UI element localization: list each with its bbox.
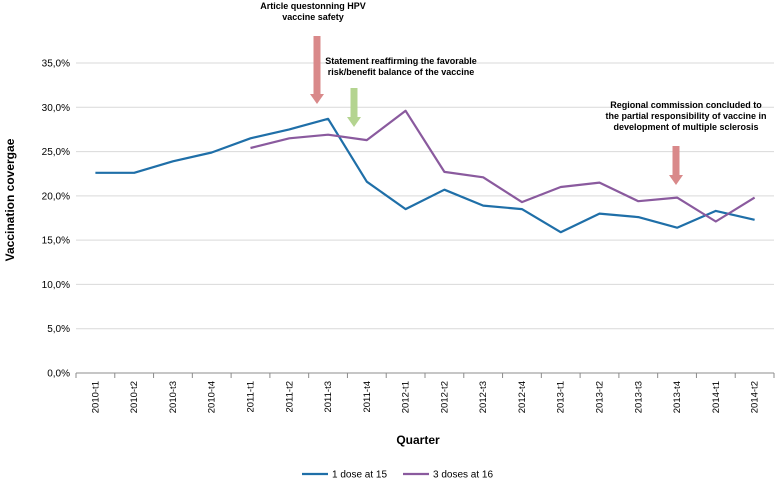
series-line-1 (95, 117, 755, 234)
x-tick-label: 2012-t1 (401, 381, 412, 413)
legend: 1 dose at 15 3 doses at 16 (302, 470, 493, 481)
x-tick-label: 2010-t2 (129, 381, 140, 413)
y-tick-label: 20,0% (42, 191, 70, 202)
x-tick-label: 2013-t4 (672, 381, 683, 413)
x-tick-label: 2013-t2 (595, 381, 606, 413)
y-tick-label: 10,0% (42, 280, 70, 291)
legend-item-1: 1 dose at 15 (302, 470, 387, 481)
annotation-arrow (347, 88, 361, 127)
annotation-arrow (669, 146, 683, 185)
annotation-text: Statement reaffirming the favorable (325, 56, 477, 66)
annotation-text: development of multiple sclerosis (613, 122, 758, 132)
y-tick-label: 15,0% (42, 236, 70, 247)
x-tick-label: 2012-t3 (478, 381, 489, 413)
legend-label: 3 doses at 16 (433, 470, 493, 481)
annotation-text: Article questonning HPV (260, 1, 366, 11)
legend-label: 1 dose at 15 (332, 470, 387, 481)
annotation-text: vaccine safety (282, 12, 344, 22)
y-tick-label: 30,0% (42, 103, 70, 114)
x-tick-label: 2014-t1 (711, 381, 722, 413)
annotation-2: Statement reaffirming the favorablerisk/… (325, 56, 477, 127)
x-tick-label: 2011-t2 (284, 381, 295, 413)
y-tick-label: 5,0% (47, 324, 70, 335)
x-tick-label: 2011-t4 (362, 381, 373, 413)
x-tick-label: 2012-t2 (439, 381, 450, 413)
series-line-2 (250, 109, 756, 223)
x-tick-label: 2012-t4 (517, 381, 528, 413)
series-lines (95, 109, 756, 234)
x-tick-label: 2010-t4 (207, 381, 218, 413)
y-tick-label: 25,0% (42, 147, 70, 158)
y-axis: 0,0% 5,0% 10,0% 15,0% 20,0% 25,0% 30,0% 35,0% (42, 59, 70, 380)
y-axis-title: Vaccination covergae (3, 138, 17, 261)
x-axis: 2010-t1 2010-t2 2010-t3 2010-t4 2011-t1 2011-… (75, 372, 775, 413)
x-tick-label: 2010-t1 (90, 381, 101, 413)
x-axis-title: Quarter (396, 433, 440, 447)
x-tick-label: 2010-t3 (168, 381, 179, 413)
annotation-arrow (310, 36, 324, 104)
x-tick-label: 2013-t1 (556, 381, 567, 413)
annotation-text: the partial responsibility of vaccine in (605, 111, 766, 121)
y-tick-label: 0,0% (47, 369, 70, 380)
annotation-text: risk/benefit balance of the vaccine (328, 67, 475, 77)
gridlines (76, 62, 774, 374)
y-tick-label: 35,0% (42, 59, 70, 70)
x-tick-label: 2011-t1 (246, 381, 257, 413)
legend-item-2: 3 doses at 16 (403, 470, 493, 481)
x-tick-label: 2013-t3 (633, 381, 644, 413)
annotation-text: Regional commission concluded to (610, 100, 762, 110)
x-tick-label: 2014-t2 (750, 381, 761, 413)
x-tick-label: 2011-t3 (323, 381, 334, 413)
